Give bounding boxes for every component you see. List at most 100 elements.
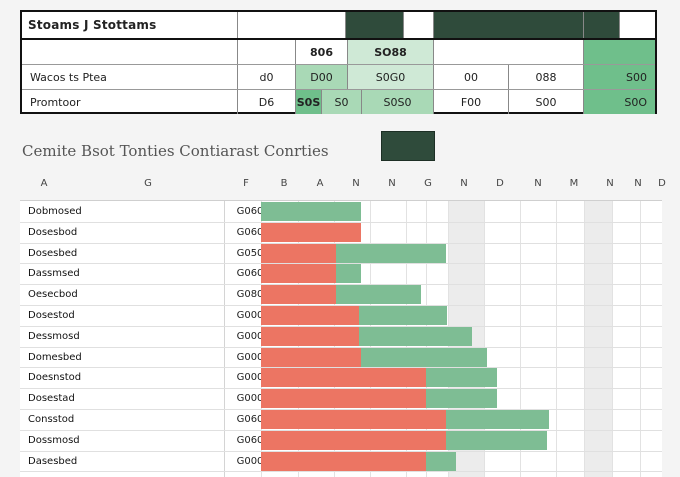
summary-row-label[interactable]: Wacos ts Ptea	[22, 65, 238, 89]
row-code[interactable]: G000	[236, 455, 264, 467]
row-code[interactable]: G050	[236, 247, 264, 259]
summary-cell-value[interactable]: S0G0	[348, 65, 434, 89]
bar-green[interactable]	[359, 326, 472, 346]
summary-title-cell[interactable]: Stoams J Stottams	[22, 12, 238, 38]
bar-green[interactable]	[336, 264, 362, 284]
bar-green[interactable]	[336, 243, 447, 263]
column-header[interactable]: D	[658, 178, 666, 189]
row-code[interactable]: G060	[236, 434, 264, 446]
column-header[interactable]: G	[144, 178, 152, 189]
summary-cell-dark[interactable]	[346, 12, 404, 38]
summary-cell-value[interactable]: S0O	[584, 90, 655, 114]
row-code[interactable]: G080	[236, 289, 264, 301]
summary-value: S0S0	[383, 95, 412, 109]
row-label[interactable]: Dasesbed	[28, 455, 78, 467]
bar-green[interactable]	[426, 368, 497, 388]
legend-swatch[interactable]	[381, 131, 435, 161]
column-header[interactable]: N	[352, 178, 360, 189]
bar-red[interactable]	[261, 347, 362, 367]
bar-red[interactable]	[261, 306, 360, 325]
summary-cell-value[interactable]: D6	[238, 90, 296, 114]
bar-green[interactable]	[446, 430, 547, 450]
summary-value: D00	[310, 70, 333, 84]
summary-cell-value[interactable]: d0	[238, 65, 296, 89]
bar-red[interactable]	[261, 430, 447, 450]
row-label[interactable]: Dosestad	[28, 393, 75, 405]
summary-cell-value[interactable]: 806	[296, 40, 348, 64]
column-header[interactable]: N	[606, 178, 614, 189]
column-header[interactable]: G	[424, 178, 432, 189]
summary-row-label[interactable]: Promtoor	[22, 90, 238, 114]
row-code[interactable]: G000	[236, 372, 264, 384]
column-header[interactable]: N	[388, 178, 396, 189]
row-code[interactable]: G000	[236, 393, 264, 405]
summary-cell-value[interactable]: F00	[434, 90, 509, 114]
summary-value: 00	[464, 70, 478, 84]
summary-value: SO88	[374, 45, 407, 59]
summary-cell-dark[interactable]	[584, 12, 620, 38]
summary-cell[interactable]	[620, 12, 655, 38]
summary-cell-value[interactable]: 00	[434, 65, 509, 89]
row-code[interactable]: G000	[236, 351, 264, 363]
summary-row-1: 806 SO88	[22, 40, 655, 64]
bar-red[interactable]	[261, 264, 337, 284]
bar-green[interactable]	[446, 410, 549, 429]
column-header[interactable]: F	[243, 178, 249, 189]
row-code[interactable]: G060	[236, 414, 264, 425]
row-label[interactable]: Oesecbod	[28, 289, 78, 301]
column-header[interactable]: A	[316, 178, 324, 189]
bar-green[interactable]	[261, 202, 362, 221]
column-header[interactable]: D	[496, 178, 504, 189]
column-header[interactable]: B	[280, 178, 288, 189]
row-code[interactable]: G060	[236, 268, 264, 280]
column-header[interactable]: M	[569, 178, 579, 189]
bar-green[interactable]	[426, 451, 457, 471]
row-label[interactable]: Dassmsed	[28, 268, 80, 280]
row-code[interactable]: G060	[236, 226, 264, 238]
summary-cell-value[interactable]: S0S	[296, 90, 322, 114]
row-label[interactable]: Dosesbod	[28, 226, 78, 238]
column-header[interactable]: N	[634, 178, 642, 189]
row-label[interactable]: Dossmosd	[28, 434, 80, 446]
row-label[interactable]: Dessmosd	[28, 330, 80, 342]
bar-red[interactable]	[261, 451, 427, 471]
summary-value: 806	[310, 45, 333, 59]
bar-red[interactable]	[261, 326, 362, 346]
row-code[interactable]: G000	[236, 310, 264, 321]
bar-green[interactable]	[426, 389, 497, 409]
summary-cell[interactable]	[238, 12, 346, 38]
bar-green[interactable]	[336, 285, 422, 305]
row-code[interactable]: G000	[236, 330, 264, 342]
row-label[interactable]: Consstod	[28, 414, 75, 425]
bar-red[interactable]	[261, 368, 427, 388]
summary-cell-value[interactable]: S00	[509, 90, 584, 114]
summary-cell-dark[interactable]	[434, 12, 584, 38]
row-label[interactable]: Dosesbed	[28, 247, 78, 259]
column-header[interactable]: N	[534, 178, 542, 189]
bar-green[interactable]	[359, 306, 448, 325]
row-code[interactable]: G060	[236, 206, 264, 217]
bar-red[interactable]	[261, 222, 362, 242]
summary-cell[interactable]	[404, 12, 434, 38]
summary-cell[interactable]	[434, 40, 584, 64]
summary-cell-value[interactable]: D00	[296, 65, 348, 89]
bar-red[interactable]	[261, 410, 447, 429]
summary-cell-value[interactable]: S00	[584, 65, 655, 89]
summary-cell-value[interactable]: SO88	[348, 40, 434, 64]
bar-red[interactable]	[261, 285, 337, 305]
summary-row-3: Promtoor D6 S0S S0 S0S0 F00 S00 S0O	[22, 90, 655, 114]
column-header[interactable]: N	[460, 178, 468, 189]
summary-cell-value[interactable]: 088	[509, 65, 584, 89]
row-label[interactable]: Doesnstod	[28, 372, 82, 384]
row-label[interactable]: Dobmosed	[28, 206, 82, 217]
summary-cell-value[interactable]: S0	[322, 90, 362, 114]
summary-cell-value[interactable]: S0S0	[362, 90, 434, 114]
bar-red[interactable]	[261, 389, 427, 409]
row-label[interactable]: Domesbed	[28, 351, 82, 363]
summary-cell-highlight[interactable]	[584, 40, 655, 64]
row-label[interactable]: Dosestod	[28, 310, 75, 321]
summary-cell[interactable]	[22, 40, 238, 64]
summary-cell[interactable]	[238, 40, 296, 64]
column-header[interactable]: A	[40, 178, 48, 189]
bar-green[interactable]	[361, 347, 487, 367]
